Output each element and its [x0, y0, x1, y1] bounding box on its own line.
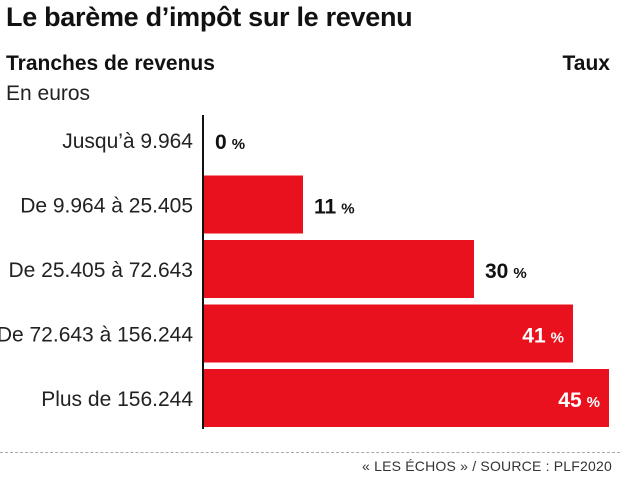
category-label: De 9.964 à 25.405	[20, 195, 193, 218]
value-label: 11%	[314, 196, 355, 219]
footer-divider	[0, 452, 620, 453]
value-label: 45%	[558, 389, 600, 412]
category-label: De 25.405 à 72.643	[9, 259, 194, 282]
category-label: Jusqu’à 9.964	[62, 130, 193, 153]
tranches-heading: Tranches de revenus	[6, 52, 215, 75]
chart-title: Le barème d’impôt sur le revenu	[6, 2, 413, 32]
value-label: 41%	[522, 325, 564, 348]
bar	[204, 304, 573, 363]
value-label: 0%	[215, 131, 245, 154]
bar	[204, 240, 474, 298]
value-label: 30%	[485, 260, 527, 283]
tax-bracket-chart: Jusqu’à 9.964 0 % De 9.964 à 25.405 11 % De 25…	[0, 115, 609, 429]
bar	[204, 369, 609, 427]
source-note: « LES ÉCHOS » / SOURCE : PLF2020	[362, 458, 612, 474]
unit-label: En euros	[6, 82, 91, 105]
category-label: Plus de 156.244	[41, 388, 193, 411]
taux-heading: Taux	[562, 52, 610, 75]
bar	[204, 175, 303, 234]
category-label: De 72.643 à 156.244	[0, 324, 193, 347]
